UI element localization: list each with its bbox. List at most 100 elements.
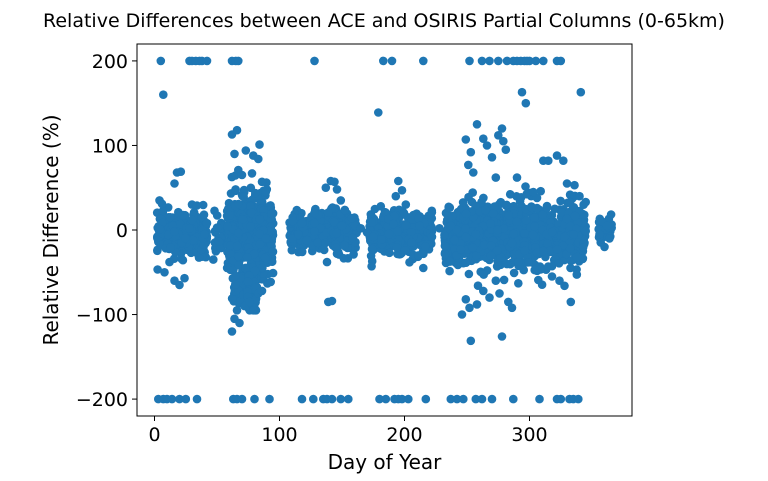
data-point [595, 229, 604, 239]
data-point [297, 218, 307, 228]
data-point [247, 169, 257, 178]
data-point [321, 183, 331, 192]
data-point [234, 199, 243, 209]
data-point [447, 212, 457, 221]
data-point [232, 241, 242, 251]
data-point [479, 286, 488, 296]
data-point [332, 185, 342, 194]
data-point [237, 394, 247, 404]
data-point [496, 252, 506, 262]
data-point [414, 214, 423, 223]
data-point [310, 226, 319, 236]
data-point [461, 295, 471, 304]
data-point [404, 394, 413, 404]
y-tick-label: 200 [92, 51, 128, 73]
data-point [572, 252, 582, 262]
data-point [566, 263, 575, 273]
data-point [488, 209, 498, 218]
data-point [509, 229, 518, 239]
data-point [246, 222, 255, 231]
data-point [578, 243, 588, 252]
data-point [570, 180, 579, 190]
data-point [185, 224, 194, 233]
data-point [401, 220, 411, 230]
data-point [393, 249, 402, 259]
data-point [176, 167, 186, 176]
data-point [247, 208, 257, 218]
data-point [393, 226, 403, 236]
data-point [414, 251, 423, 260]
data-point [605, 234, 614, 243]
data-point [339, 253, 349, 263]
data-point [231, 185, 240, 194]
data-point [464, 192, 473, 202]
data-point [517, 87, 527, 97]
data-point [466, 147, 476, 157]
data-point [559, 156, 568, 165]
data-point [344, 394, 353, 404]
data-point [246, 201, 255, 211]
data-point [400, 246, 410, 255]
data-point [187, 215, 197, 225]
data-point [237, 170, 247, 180]
data-point [401, 200, 411, 209]
data-point [394, 176, 403, 186]
data-point [472, 120, 482, 129]
data-point [512, 173, 522, 182]
y-axis-label: Relative Difference (%) [39, 114, 63, 345]
data-point [534, 275, 543, 285]
data-point [225, 210, 234, 220]
data-point [231, 271, 240, 281]
data-point [155, 224, 165, 234]
data-point [522, 189, 531, 199]
data-point [407, 238, 416, 247]
data-point [249, 249, 259, 259]
x-axis: 0 100 200 300 [148, 416, 548, 446]
data-point [482, 141, 492, 150]
data-point [497, 332, 507, 341]
data-point [377, 235, 387, 244]
data-point [427, 232, 437, 242]
data-point [160, 268, 169, 277]
data-point [198, 200, 208, 210]
data-point [479, 270, 489, 279]
data-point [397, 394, 407, 404]
data-point [576, 87, 586, 97]
data-point [257, 177, 267, 187]
data-point [392, 243, 402, 252]
data-point [480, 240, 489, 250]
data-point [391, 191, 401, 201]
data-point [427, 208, 437, 217]
data-point [406, 228, 416, 237]
data-point [445, 266, 454, 276]
data-point [468, 243, 478, 252]
data-point [481, 205, 490, 215]
data-point [268, 247, 277, 256]
data-point [405, 258, 414, 267]
data-point [499, 136, 508, 146]
data-point [322, 257, 332, 267]
data-point [502, 56, 512, 66]
data-point [466, 336, 476, 346]
data-point [181, 394, 191, 404]
data-point [234, 228, 243, 238]
data-point [445, 257, 455, 266]
data-point [473, 281, 483, 291]
data-point [379, 56, 388, 66]
chart-title: Relative Differences between ACE and OSI… [43, 10, 725, 32]
data-point [340, 240, 349, 250]
data-point [479, 134, 488, 143]
data-point [539, 246, 548, 256]
data-point [440, 230, 449, 240]
data-point [562, 214, 572, 224]
data-point [175, 280, 184, 290]
data-point [530, 265, 539, 275]
data-point [310, 218, 319, 228]
data-point [535, 394, 544, 404]
data-point [385, 248, 394, 258]
data-point [556, 56, 566, 66]
data-point [461, 135, 471, 144]
data-point [572, 270, 582, 279]
data-point [501, 145, 511, 154]
data-point [444, 203, 454, 213]
